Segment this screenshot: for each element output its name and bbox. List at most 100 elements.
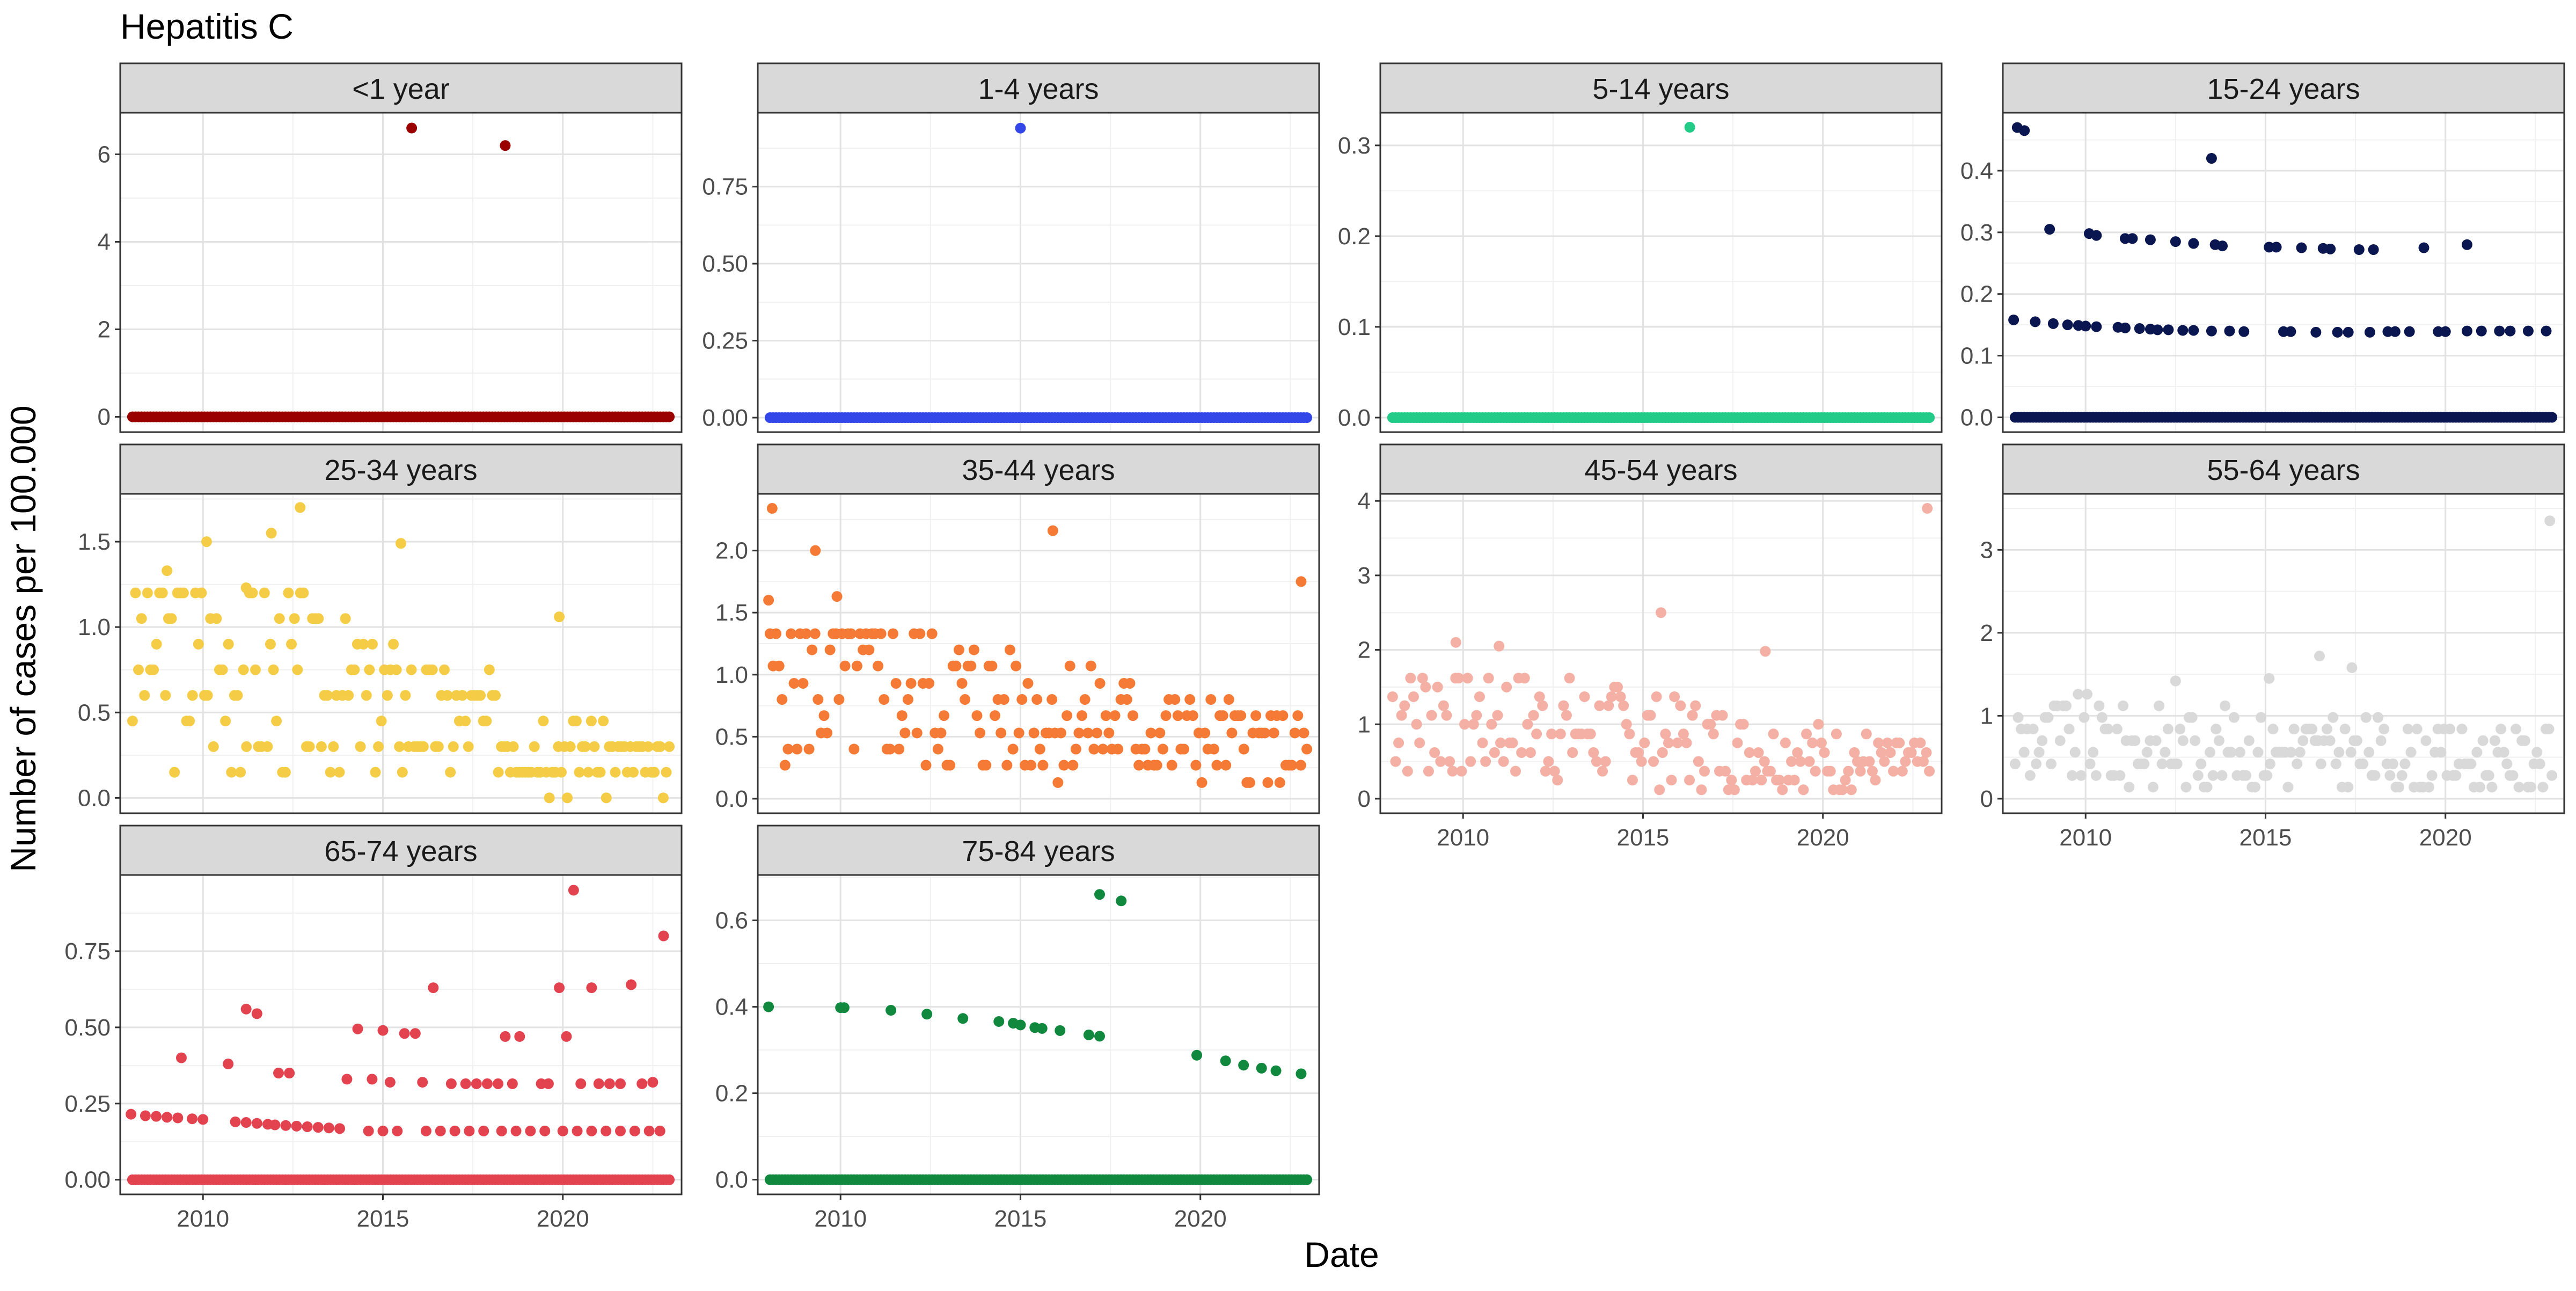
data-point	[2363, 747, 2375, 758]
data-point	[2343, 326, 2354, 338]
data-point	[1831, 728, 1842, 740]
data-point	[1699, 765, 1710, 777]
data-point	[481, 716, 492, 727]
data-point	[1393, 737, 1404, 748]
data-point	[2220, 700, 2231, 711]
data-point	[2404, 326, 2415, 337]
data-point	[384, 1077, 396, 1088]
data-point	[1429, 747, 1440, 758]
data-point	[240, 582, 252, 593]
data-point	[2224, 325, 2235, 337]
data-point	[1537, 700, 1548, 711]
data-point	[626, 979, 637, 990]
data-point	[162, 1112, 173, 1123]
data-point	[2543, 724, 2555, 735]
data-point	[2154, 700, 2165, 711]
data-point	[367, 639, 378, 650]
data-point	[1296, 576, 1307, 587]
data-point	[220, 716, 231, 727]
y-tick-label: 0.6	[715, 908, 748, 934]
data-point	[873, 660, 884, 672]
data-point	[187, 1113, 198, 1125]
data-point	[586, 1125, 597, 1136]
data-point	[433, 741, 444, 752]
data-point	[975, 727, 986, 739]
data-point	[960, 694, 971, 705]
data-point	[1088, 743, 1100, 755]
data-point	[574, 767, 585, 778]
point-series	[126, 885, 675, 1185]
data-point	[2461, 325, 2472, 337]
data-point	[1813, 719, 1824, 730]
facet-strip-label: 15-24 years	[2207, 73, 2360, 105]
data-point	[1549, 765, 1560, 777]
data-point	[240, 1117, 252, 1128]
data-point	[316, 741, 327, 752]
data-point	[232, 690, 243, 701]
data-point	[1922, 503, 1933, 514]
data-point	[148, 664, 159, 675]
data-point	[2188, 238, 2199, 249]
data-point	[325, 767, 336, 778]
data-point	[1897, 765, 1908, 777]
data-point	[2522, 325, 2534, 337]
data-point	[1067, 760, 1079, 771]
data-point	[2206, 325, 2217, 337]
data-point	[1085, 660, 1096, 672]
data-point	[1205, 694, 1217, 705]
data-point	[1456, 765, 1467, 777]
data-point	[478, 1125, 489, 1136]
data-point	[792, 743, 803, 755]
data-point	[2177, 735, 2189, 746]
data-point	[2531, 747, 2543, 758]
data-point	[1795, 756, 1806, 767]
data-point	[196, 587, 207, 599]
data-point	[361, 690, 372, 701]
data-point	[1083, 1029, 1094, 1040]
data-point	[2129, 735, 2141, 746]
data-point	[664, 411, 675, 422]
data-point	[323, 1122, 334, 1134]
data-point	[435, 1125, 446, 1136]
data-point	[392, 1125, 403, 1136]
data-point	[417, 1077, 428, 1088]
data-point	[1759, 756, 1770, 767]
data-point	[1543, 756, 1554, 767]
data-point	[2494, 325, 2505, 337]
y-tick-label: 0.50	[64, 1015, 111, 1041]
data-point	[193, 639, 204, 650]
facet-panel: 65-74 years 0.00 0.25 0.50 0.75 2010 2015 2020	[64, 825, 683, 1232]
data-point	[782, 743, 794, 755]
data-point	[284, 1068, 295, 1079]
data-point	[583, 767, 594, 778]
y-tick-label: 2.0	[715, 538, 748, 564]
data-point	[1004, 644, 1015, 655]
facet-strip-label: 1-4 years	[978, 73, 1099, 105]
data-point	[449, 1125, 460, 1136]
data-point	[1145, 727, 1157, 739]
data-point	[1915, 737, 1926, 748]
data-point	[2476, 325, 2487, 337]
data-point	[989, 710, 1000, 721]
data-point	[2024, 770, 2036, 781]
data-point	[235, 767, 246, 778]
data-point	[2445, 724, 2456, 735]
data-point	[2435, 747, 2447, 758]
data-point	[223, 639, 234, 650]
data-point	[2091, 230, 2102, 241]
panel-border	[1379, 493, 1943, 814]
data-point	[367, 1074, 378, 1085]
data-point	[1600, 756, 1611, 767]
data-point	[2008, 314, 2019, 325]
data-point	[1223, 694, 1234, 705]
data-point	[968, 644, 979, 655]
data-point	[420, 1125, 431, 1136]
data-point	[493, 767, 504, 778]
data-point	[2241, 770, 2252, 781]
data-point	[1888, 765, 1899, 777]
data-point	[1447, 765, 1458, 777]
data-point	[2033, 747, 2045, 758]
data-point	[813, 694, 824, 705]
y-tick-label: 1.5	[78, 529, 111, 555]
data-point	[1169, 694, 1181, 705]
